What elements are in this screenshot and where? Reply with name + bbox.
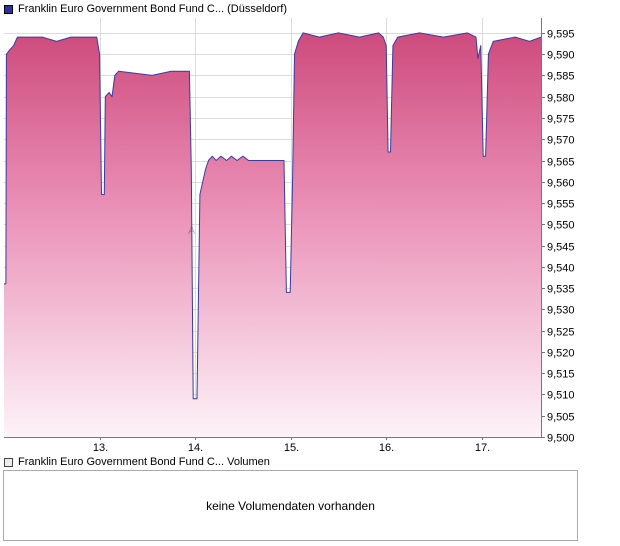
- area-series: [4, 32, 541, 438]
- volume-legend-label: Franklin Euro Government Bond Fund C... …: [18, 456, 270, 468]
- y-axis-label: 9,505: [547, 412, 575, 424]
- y-axis-label: 9,515: [547, 369, 575, 381]
- x-axis-label: 15.: [284, 442, 299, 454]
- y-axis-label: 9,545: [547, 242, 575, 254]
- y-axis-label: 9,565: [547, 157, 575, 169]
- volume-panel: keine Volumendaten vorhanden: [3, 470, 578, 541]
- price-legend: Franklin Euro Government Bond Fund C... …: [4, 3, 287, 15]
- y-axis-label: 9,570: [547, 135, 575, 147]
- x-axis-label: 16.: [379, 442, 394, 454]
- y-axis-label: 9,520: [547, 348, 575, 360]
- y-axis-labels: 9,595 9,590 9,585 9,580 9,575 9,570 9,565 9,560…: [541, 29, 575, 445]
- x-axis-label: 14.: [188, 442, 203, 454]
- volume-empty-message: keine Volumendaten vorhanden: [206, 498, 375, 513]
- y-axis-label: 9,525: [547, 327, 575, 339]
- y-axis-label: 9,555: [547, 199, 575, 211]
- y-axis-label: 9,510: [547, 390, 575, 402]
- y-axis-label: 9,595: [547, 29, 575, 41]
- y-axis-label: 9,535: [547, 284, 575, 296]
- price-legend-label: Franklin Euro Government Bond Fund C... …: [18, 3, 288, 15]
- price-series-icon: [4, 4, 13, 14]
- volume-series-icon: [4, 457, 13, 467]
- x-axis-label: 13.: [93, 442, 108, 454]
- y-axis-label: 9,580: [547, 93, 575, 105]
- y-axis-label: 9,590: [547, 50, 575, 62]
- volume-legend: Franklin Euro Government Bond Fund C... …: [4, 456, 270, 468]
- x-axis-label: 17.: [475, 442, 490, 454]
- y-axis-label: 9,530: [547, 305, 575, 317]
- axes: [4, 18, 542, 438]
- y-axis-label: 9,540: [547, 263, 575, 275]
- y-axis-label: 9,500: [547, 433, 575, 445]
- x-axis-labels: 13. 14. 15. 16. 17.: [93, 437, 490, 454]
- y-axis-label: 9,575: [547, 114, 575, 126]
- y-axis-label: 9,550: [547, 220, 575, 232]
- price-chart: A9,5959,5909,5859,5809,5759,5709,5659,56…: [4, 18, 575, 454]
- price-line: [4, 32, 542, 400]
- y-axis-label: 9,560: [547, 178, 575, 190]
- y-axis-label: 9,585: [547, 71, 575, 83]
